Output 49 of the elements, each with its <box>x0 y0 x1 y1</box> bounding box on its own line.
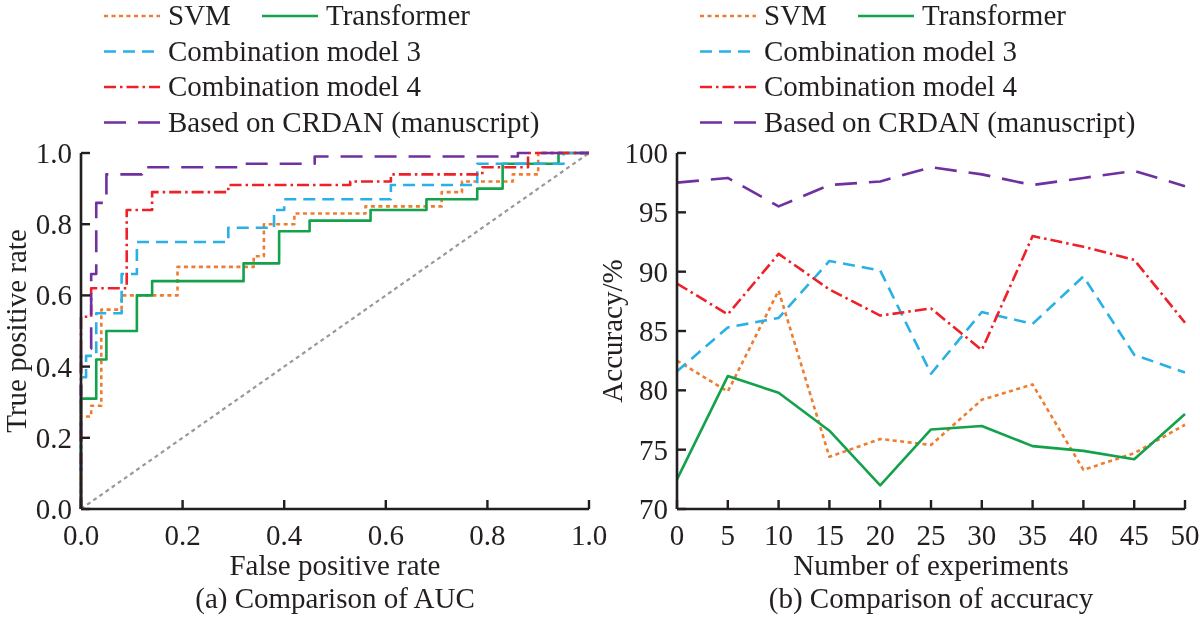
y-axis-title: True positive rate <box>0 229 32 433</box>
y-tick-label: 100 <box>624 137 668 169</box>
x-tick-label: 30 <box>967 519 997 551</box>
y-tick-label: 75 <box>639 433 668 466</box>
y-tick-label: 85 <box>639 315 668 347</box>
legend-label: Transformer <box>326 0 471 31</box>
y-axis-title: Accuracy/% <box>596 259 628 403</box>
y-tick-label: 70 <box>639 493 668 525</box>
legend-label: Based on CRDAN (manuscript) <box>168 105 540 139</box>
text: (a) Comparison of AUC <box>195 582 475 615</box>
y-tick-label: 80 <box>639 374 668 407</box>
x-tick-label: 0.6 <box>367 519 404 551</box>
x-tick-label: 0.4 <box>266 519 303 551</box>
text: (b) Comparison of accuracy <box>768 582 1094 615</box>
y-tick-label: 0.6 <box>35 279 72 312</box>
line-series <box>675 259 1187 376</box>
legend-label: SVM <box>168 0 231 31</box>
y-tick-label: 0.4 <box>35 350 73 383</box>
x-tick-label: 25 <box>916 519 946 551</box>
x-tick-label: 20 <box>865 519 895 551</box>
legend-label: Transformer <box>922 0 1067 31</box>
legend-label: Combination model 3 <box>168 34 421 67</box>
legend-label: SVM <box>764 0 827 31</box>
x-tick-label: 45 <box>1119 519 1149 551</box>
legend-label: Based on CRDAN (manuscript) <box>764 105 1136 139</box>
x-axis-title: False positive rate <box>229 549 441 581</box>
x-axis-title: Number of experiments <box>793 549 1069 581</box>
y-tick-label: 1.0 <box>35 137 72 169</box>
line-series <box>675 289 1187 472</box>
x-tick-label: 15 <box>814 519 844 551</box>
x-tick-label: 0 <box>669 519 685 551</box>
line-series <box>675 165 1187 208</box>
y-tick-label: 0.8 <box>35 208 72 241</box>
x-tick-label: 40 <box>1068 519 1098 551</box>
line-series <box>675 374 1187 487</box>
x-tick-label: 10 <box>764 519 794 551</box>
x-tick-label: 1.0 <box>570 519 608 551</box>
x-tick-label: 0.8 <box>469 519 506 551</box>
x-tick-label: 0.2 <box>164 519 201 551</box>
y-tick-label: 90 <box>639 255 668 288</box>
x-tick-label: 5 <box>720 519 736 551</box>
legend-label: Combination model 4 <box>764 70 1018 102</box>
y-tick-label: 0.2 <box>35 421 72 454</box>
x-tick-label: 35 <box>1018 519 1048 551</box>
legend-label: Combination model 3 <box>764 34 1017 67</box>
line-series <box>675 234 1187 352</box>
legend-label: Combination model 4 <box>168 70 422 102</box>
x-tick-label: 50 <box>1170 519 1200 551</box>
y-tick-label: 95 <box>639 196 668 229</box>
